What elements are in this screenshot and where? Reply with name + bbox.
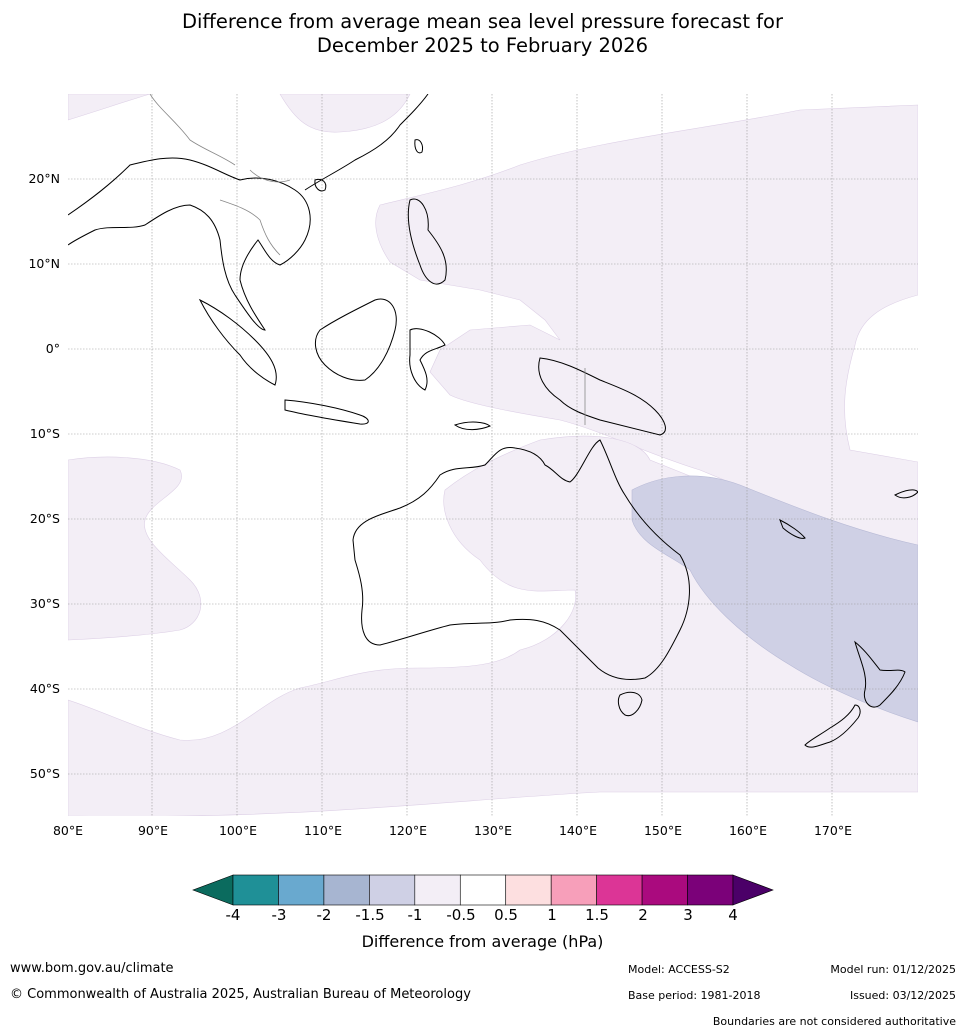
anomaly-area-tasman-sea [631, 475, 918, 723]
cb-tick: -2 [316, 906, 332, 924]
lat-label-30s: 30°S [29, 596, 60, 611]
footer-model-run: Model run: 01/12/2025 [830, 963, 956, 976]
colorbar-swatch [505, 874, 552, 906]
anomaly-area-southeast-asia [279, 94, 411, 133]
coastlines [68, 94, 918, 748]
colorbar-swatch [232, 874, 279, 906]
lat-label-50s: 50°S [29, 766, 60, 781]
coast-china [304, 94, 429, 191]
cb-tick: 0.5 [494, 906, 518, 924]
coast-borneo [314, 298, 397, 381]
lon-label-160e: 160°E [728, 823, 767, 838]
coast-new-caledonia [779, 518, 806, 539]
colorbar-swatch [369, 874, 416, 906]
cb-tick: 2 [638, 906, 648, 924]
coast-sulawesi [409, 328, 446, 391]
lon-label-170e: 170°E [813, 823, 852, 838]
colorbar-extend-high [732, 874, 774, 906]
footer-copyright: © Commonwealth of Australia 2025, Austra… [10, 987, 471, 1002]
coast-new-zealand-north [854, 640, 906, 708]
map-title: Difference from average mean sea level p… [0, 10, 965, 58]
title-line-2: December 2025 to February 2026 [316, 34, 649, 57]
lon-label-130e: 130°E [473, 823, 512, 838]
cb-tick: 3 [683, 906, 693, 924]
lon-label-120e: 120°E [388, 823, 427, 838]
footer-issued: Issued: 03/12/2025 [849, 989, 956, 1002]
title-line-1: Difference from average mean sea level p… [182, 10, 783, 33]
colorbar-swatch [550, 874, 597, 906]
coast-mainland-asia [68, 157, 311, 331]
colorbar-swatch [414, 874, 461, 906]
cb-tick: 4 [728, 906, 738, 924]
coast-java [284, 399, 369, 425]
colorbar-label: Difference from average (hPa) [361, 932, 604, 951]
cb-tick: -0.5 [446, 906, 476, 924]
coast-philippines [407, 198, 447, 285]
lat-label-10n: 10°N [28, 256, 60, 271]
cb-tick: -1 [407, 906, 423, 924]
footer-base-period: Base period: 1981-2018 [628, 989, 761, 1002]
lon-label-110e: 110°E [303, 823, 342, 838]
cb-tick: -1.5 [355, 906, 385, 924]
footer-model: Model: ACCESS-S2 [628, 963, 730, 976]
coast-australia [352, 439, 690, 681]
cb-tick: 1.5 [585, 906, 609, 924]
lon-label-140e: 140°E [558, 823, 597, 838]
lat-label-20n: 20°N [28, 171, 60, 186]
colorbar-swatch [278, 874, 325, 906]
colorbar-swatch [323, 874, 370, 906]
lon-label-100e: 100°E [218, 823, 257, 838]
lat-label-10s: 10°S [29, 426, 60, 441]
colorbar-swatch [459, 874, 507, 906]
footer-website: www.bom.gov.au/climate [10, 961, 174, 976]
cb-tick: -3 [271, 906, 287, 924]
lon-label-150e: 150°E [643, 823, 682, 838]
coast-sumatra [198, 298, 277, 386]
coast-fiji [894, 489, 918, 499]
coast-taiwan [414, 139, 423, 154]
colorbar-extend-low [192, 874, 234, 906]
lat-label-0: 0° [45, 341, 60, 356]
coast-tasmania [617, 691, 643, 717]
lon-label-90e: 90°E [137, 823, 169, 838]
colorbar-swatch [687, 874, 734, 906]
lat-label-40s: 40°S [29, 681, 60, 696]
national-borders [149, 94, 586, 425]
lat-label-20s: 20°S [29, 511, 60, 526]
colorbar-swatch [641, 874, 688, 906]
graticule [68, 94, 918, 816]
cb-tick: 1 [547, 906, 557, 924]
lon-label-80e: 80°E [52, 823, 84, 838]
coast-new-guinea [538, 357, 666, 436]
coast-hainan [314, 179, 327, 192]
colorbar-swatch [596, 874, 643, 906]
anomaly-area-indian-ocean [68, 456, 202, 641]
coast-timor [453, 421, 491, 431]
cb-tick: -4 [225, 906, 241, 924]
coast-new-zealand-south [804, 704, 861, 748]
footer-disclaimer: Boundaries are not considered authoritat… [712, 1015, 956, 1028]
anomaly-area-north-pacific [375, 104, 918, 561]
anomaly-area-north-west [68, 94, 151, 121]
